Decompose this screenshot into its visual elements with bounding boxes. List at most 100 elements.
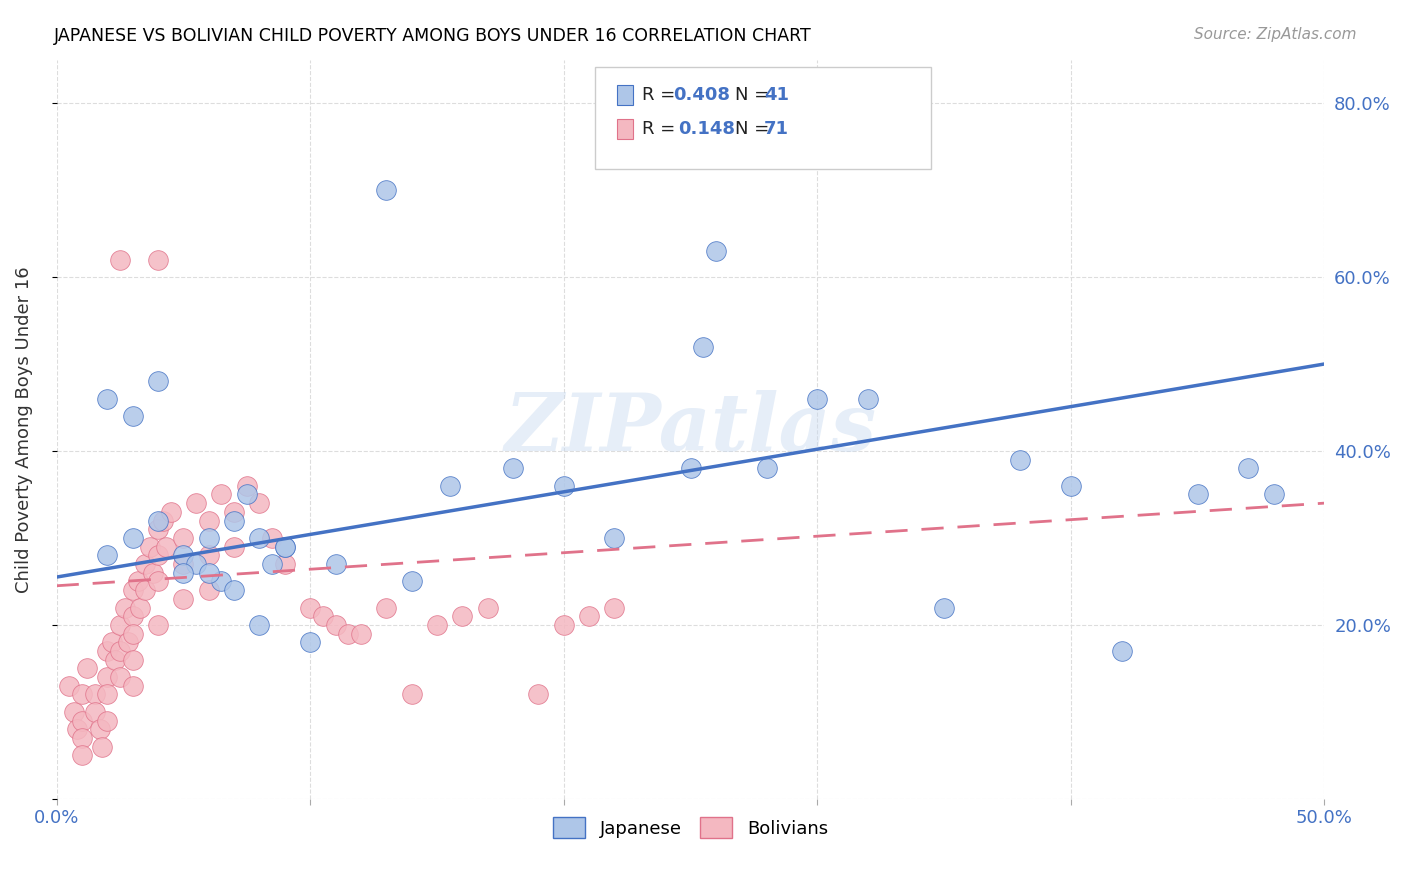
Point	[58, 679, 80, 693]
Point	[209, 487, 232, 501]
Point	[325, 618, 347, 632]
Point	[1111, 644, 1133, 658]
Point	[134, 583, 156, 598]
Point	[108, 618, 131, 632]
Point	[146, 618, 169, 632]
Point	[197, 566, 219, 580]
Point	[159, 505, 181, 519]
Point	[172, 591, 194, 606]
Point	[70, 714, 93, 728]
FancyBboxPatch shape	[595, 67, 931, 169]
Point	[146, 574, 169, 589]
Point	[856, 392, 879, 406]
Point	[197, 549, 219, 563]
Point	[197, 514, 219, 528]
Point	[299, 635, 322, 649]
Point	[142, 566, 165, 580]
Point	[197, 583, 219, 598]
Point	[197, 531, 219, 545]
Point	[121, 409, 143, 424]
Point	[439, 479, 461, 493]
Point	[274, 540, 297, 554]
Point	[96, 714, 118, 728]
Point	[401, 688, 423, 702]
Point	[249, 531, 271, 545]
Point	[121, 679, 143, 693]
Point	[96, 670, 118, 684]
Point	[146, 522, 169, 536]
Point	[1237, 461, 1260, 475]
Point	[114, 600, 136, 615]
Text: N =: N =	[735, 87, 775, 104]
Point	[274, 540, 297, 554]
Point	[63, 705, 86, 719]
Point	[172, 557, 194, 571]
Text: ZIPatlas: ZIPatlas	[505, 391, 876, 468]
Point	[146, 514, 169, 528]
Point	[224, 540, 246, 554]
Point	[224, 505, 246, 519]
Point	[121, 531, 143, 545]
Point	[96, 392, 118, 406]
Point	[274, 557, 297, 571]
Point	[553, 618, 575, 632]
Bar	[617, 85, 634, 105]
Point	[121, 626, 143, 640]
Point	[249, 496, 271, 510]
Point	[603, 531, 626, 545]
Point	[70, 688, 93, 702]
Point	[262, 531, 284, 545]
Point	[401, 574, 423, 589]
Legend: Japanese, Bolivians: Japanese, Bolivians	[546, 810, 835, 846]
Point	[139, 540, 162, 554]
Point	[325, 557, 347, 571]
Point	[236, 487, 259, 501]
Point	[249, 618, 271, 632]
Point	[117, 635, 139, 649]
Point	[121, 609, 143, 624]
Point	[236, 479, 259, 493]
Point	[121, 653, 143, 667]
Point	[89, 723, 111, 737]
Point	[108, 670, 131, 684]
Point	[83, 705, 105, 719]
Point	[426, 618, 449, 632]
Text: 0.408: 0.408	[672, 87, 730, 104]
Point	[262, 557, 284, 571]
Point	[108, 252, 131, 267]
Point	[337, 626, 360, 640]
Point	[127, 574, 149, 589]
Point	[184, 557, 207, 571]
Point	[121, 583, 143, 598]
Point	[96, 549, 118, 563]
Point	[209, 574, 232, 589]
Point	[66, 723, 89, 737]
Point	[91, 739, 114, 754]
Text: R =: R =	[643, 120, 688, 138]
Point	[578, 609, 600, 624]
Text: N =: N =	[735, 120, 775, 138]
Text: Source: ZipAtlas.com: Source: ZipAtlas.com	[1194, 27, 1357, 42]
Point	[134, 557, 156, 571]
Text: 71: 71	[763, 120, 789, 138]
Point	[1060, 479, 1083, 493]
Text: R =: R =	[643, 87, 682, 104]
Point	[224, 514, 246, 528]
Point	[299, 600, 322, 615]
Point	[104, 653, 127, 667]
Point	[451, 609, 474, 624]
Bar	[617, 119, 634, 139]
Point	[312, 609, 335, 624]
Point	[108, 644, 131, 658]
Point	[603, 600, 626, 615]
Point	[932, 600, 955, 615]
Point	[692, 340, 714, 354]
Point	[477, 600, 499, 615]
Point	[172, 549, 194, 563]
Point	[96, 644, 118, 658]
Point	[527, 688, 550, 702]
Text: 0.148: 0.148	[678, 120, 735, 138]
Point	[152, 514, 174, 528]
Point	[1010, 452, 1032, 467]
Point	[184, 496, 207, 510]
